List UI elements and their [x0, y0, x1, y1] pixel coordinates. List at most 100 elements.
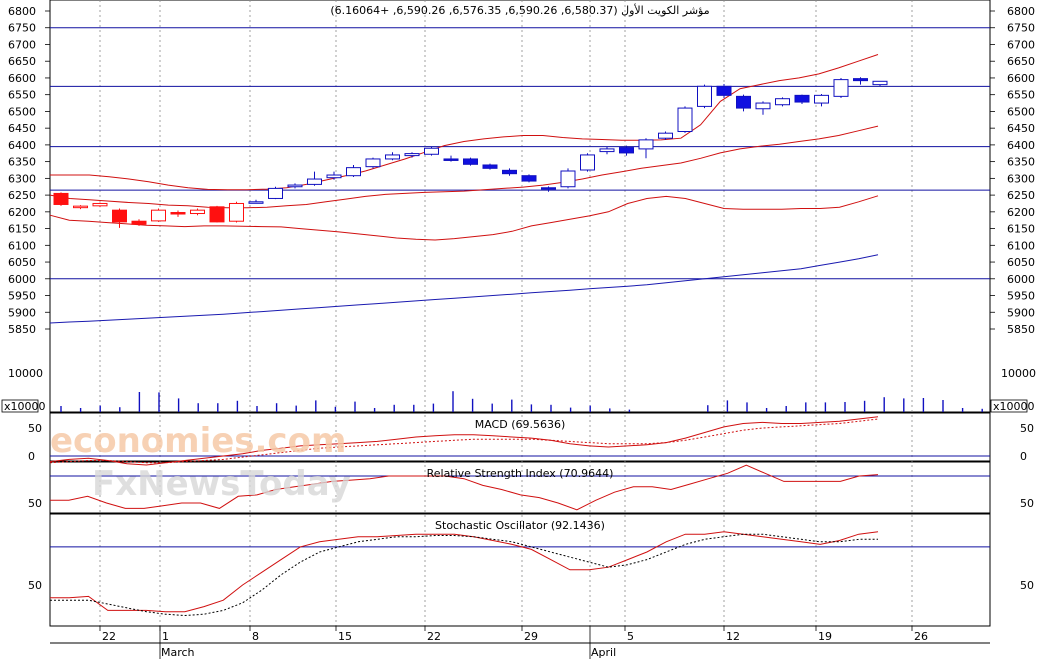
stoch-tick-right-0: 50: [1020, 579, 1034, 592]
date-axis: 22 1 8 15 22 29 5 12 19 26 March April: [50, 625, 990, 659]
rsi-panel-frame: [49, 461, 991, 514]
price-tick-left-19: 5850: [8, 323, 36, 336]
x-tick-label-8: 19: [818, 630, 832, 643]
candle-body-41: [853, 78, 868, 82]
price-tick-left-13: 6150: [8, 223, 36, 236]
price-tick-left-1: 6750: [8, 22, 36, 35]
rsi-indicator: 50 50: [28, 464, 1034, 511]
candle-body-21: [463, 158, 478, 165]
macd-tick-right-1: 0: [1020, 450, 1027, 463]
macd-signal-line: [49, 418, 879, 464]
candle-body-42: [872, 80, 888, 86]
price-tick-left-8: 6400: [8, 139, 36, 152]
x-tick-label-4: 22: [427, 630, 441, 643]
price-tick-left-17: 5950: [8, 290, 36, 303]
volume-multiplier-right: x10000: [993, 400, 1035, 413]
candle-body-26: [560, 170, 576, 188]
volume-multiplier-box-left: [1, 399, 39, 413]
vertical-grid: [99, 0, 913, 626]
price-tick-right-5: 6550: [1007, 89, 1035, 102]
stochastic-title: Stochastic Oscillator (92.1436): [435, 519, 605, 532]
price-tick-right-2: 6700: [1007, 38, 1035, 51]
x-tick-label-5: 29: [524, 630, 538, 643]
price-tick-left-7: 6450: [8, 122, 36, 135]
price-tick-right-19: 5850: [1007, 323, 1035, 336]
candle-body-17: [385, 154, 400, 160]
price-tick-right-4: 6600: [1007, 72, 1035, 85]
volume-multiplier-box-right: [990, 399, 1028, 413]
x-tick-label-6: 5: [627, 630, 634, 643]
macd-tick-left-1: 0: [28, 450, 35, 463]
candle-body-3: [112, 209, 127, 223]
watermark-fxnewstoday: FxNewsToday: [92, 464, 351, 504]
price-tick-left-15: 6050: [8, 256, 36, 269]
macd-line: [49, 416, 879, 466]
candle-body-32: [677, 107, 693, 133]
candle-body-12: [287, 184, 303, 188]
candle-body-11: [268, 187, 283, 199]
price-tick-right-12: 6200: [1007, 206, 1035, 219]
price-tick-right-0: 6800: [1007, 5, 1035, 18]
bollinger-bands: [49, 54, 879, 324]
volume-bars: [60, 391, 1023, 412]
candle-body-0: [53, 192, 69, 205]
candle-body-36: [755, 102, 771, 110]
candle-body-5: [151, 209, 166, 222]
candle-body-23: [502, 169, 517, 175]
candle-body-18: [404, 153, 420, 157]
candle-body-6: [170, 212, 186, 215]
price-tick-right-14: 6100: [1007, 239, 1035, 252]
price-tick-left-9: 6350: [8, 156, 36, 169]
macd-title: MACD (69.5636): [475, 418, 566, 431]
volume-tick-right: 10000: [1001, 367, 1036, 380]
price-tick-left-16: 6000: [8, 273, 36, 286]
candle-body-13: [307, 178, 322, 185]
candle-body-28: [599, 148, 615, 153]
price-tick-right-7: 6450: [1007, 122, 1035, 135]
candle-body-7: [190, 209, 205, 215]
candle-body-8: [209, 206, 225, 223]
bollinger-middle-line: [49, 125, 879, 209]
long-ma-line: [49, 254, 879, 324]
macd-tick-left-0: 50: [28, 422, 42, 435]
candle-body-35: [736, 95, 751, 109]
x-tick-label-0: 22: [102, 630, 116, 643]
macd-indicator: 50 50 0 0: [28, 416, 1034, 466]
volume-tick-left: 10000: [8, 367, 43, 380]
price-tick-left-4: 6600: [8, 72, 36, 85]
price-tick-right-16: 6000: [1007, 273, 1035, 286]
rsi-line: [50, 464, 879, 511]
x-tick-label-9: 26: [914, 630, 928, 643]
candle-body-16: [365, 158, 381, 168]
candle-body-38: [794, 94, 810, 103]
price-tick-left-14: 6100: [8, 239, 36, 252]
x-tick-label-7: 12: [726, 630, 740, 643]
price-tick-left-5: 6550: [8, 89, 36, 102]
price-tick-right-8: 6400: [1007, 139, 1035, 152]
x-tick-label-1: 1: [162, 630, 169, 643]
price-tick-left-0: 6800: [8, 5, 36, 18]
rsi-tick-left-0: 50: [28, 497, 42, 510]
price-tick-right-13: 6150: [1007, 223, 1035, 236]
candle-body-15: [346, 167, 361, 177]
price-tick-left-3: 6650: [8, 55, 36, 68]
candle-body-24: [521, 175, 537, 182]
stoch-tick-left-0: 50: [28, 579, 42, 592]
candle-body-10: [248, 201, 264, 204]
price-panel-frame: [49, 0, 991, 413]
candle-body-33: [697, 85, 712, 107]
candle-body-9: [229, 202, 244, 222]
candle-body-14: [326, 174, 342, 179]
candle-body-39: [814, 94, 829, 104]
price-tick-left-12: 6200: [8, 206, 36, 219]
stoch-d-line: [50, 533, 878, 617]
candle-body-2: [92, 202, 108, 207]
price-tick-left-10: 6300: [8, 172, 36, 185]
candle-body-19: [424, 147, 439, 155]
macd-panel-frame: [49, 412, 991, 462]
candle-body-22: [482, 164, 498, 169]
candle-body-29: [619, 147, 634, 154]
bollinger-upper-line: [50, 54, 879, 191]
price-tick-right-9: 6350: [1007, 156, 1035, 169]
